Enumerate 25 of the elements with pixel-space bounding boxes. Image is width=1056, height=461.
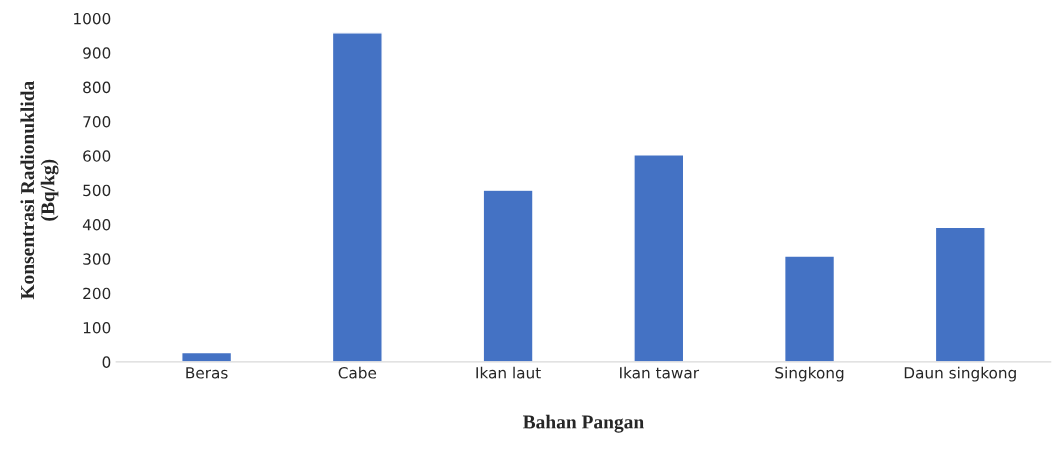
- bar: [633, 154, 685, 362]
- y-tick-label: 600: [83, 150, 111, 162]
- y-tick-label: 300: [83, 253, 111, 265]
- x-tick-label: Ikan tawar: [620, 366, 700, 379]
- bar: [181, 351, 233, 362]
- bar: [783, 255, 836, 362]
- y-axis-title: Konsentrasi Radionuklida (Bq/kg): [20, 81, 59, 300]
- y-tick-label: 500: [83, 184, 111, 197]
- bar: [482, 189, 534, 362]
- x-tick-label: Singkong: [775, 366, 844, 382]
- y-tick-label: 0: [102, 356, 111, 368]
- x-axis-title: Bahan Pangan: [522, 414, 644, 433]
- y-tick-label: 800: [83, 81, 111, 94]
- bar: [331, 32, 383, 362]
- x-tick-label: Daun singkong: [904, 366, 1016, 382]
- y-tick-label: 1000: [74, 12, 111, 25]
- y-tick-label: 400: [82, 218, 111, 231]
- y-tick-label: 900: [83, 47, 111, 59]
- x-tick-label: Cabe: [338, 366, 377, 379]
- x-tick-label: Beras: [186, 367, 228, 379]
- y-tick-label: 700: [83, 115, 111, 128]
- bar: [934, 226, 986, 362]
- x-tick-label: Ikan laut: [476, 366, 541, 379]
- y-tick-label: 100: [83, 322, 111, 334]
- y-tick-label: 200: [83, 287, 111, 300]
